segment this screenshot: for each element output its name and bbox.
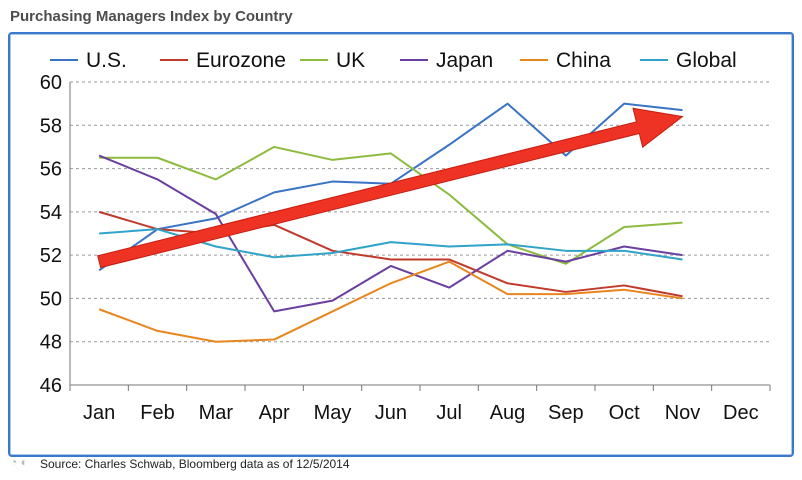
x-tick-label: Apr [259,402,290,424]
chart-frame [8,32,794,457]
y-tick-label: 50 [40,288,62,310]
legend-label: China [556,49,611,72]
y-tick-label: 54 [40,202,62,224]
watermark-logo: ◔ ◐ [10,455,28,469]
y-tick-label: 48 [40,332,62,354]
y-tick-label: 46 [40,375,62,397]
x-tick-label: Sep [548,402,584,424]
x-tick-label: Oct [609,402,641,424]
x-tick-label: Jun [375,402,407,424]
x-tick-label: Aug [490,402,526,424]
x-tick-label: Dec [723,402,759,424]
series-line-japan [98,154,683,313]
legend-label: Global [676,49,737,72]
series-line-china [98,260,683,343]
trend-arrow [97,107,684,269]
x-tick-label: Jul [436,402,462,424]
x-tick-label: May [314,402,352,424]
y-tick-label: 52 [40,245,62,267]
legend-label: U.S. [86,49,127,72]
legend-label: Japan [436,49,493,72]
legend-label: UK [336,49,365,72]
source-note: Source: Charles Schwab, Bloomberg data a… [40,457,350,471]
x-tick-label: Jan [83,402,115,424]
legend-label: Eurozone [196,49,286,72]
y-tick-label: 60 [40,72,62,94]
page-title: Purchasing Managers Index by Country [10,8,293,25]
x-tick-label: Mar [199,402,234,424]
x-tick-label: Nov [665,402,701,424]
y-tick-label: 58 [40,115,62,137]
y-tick-label: 56 [40,159,62,181]
x-tick-label: Feb [140,402,174,424]
